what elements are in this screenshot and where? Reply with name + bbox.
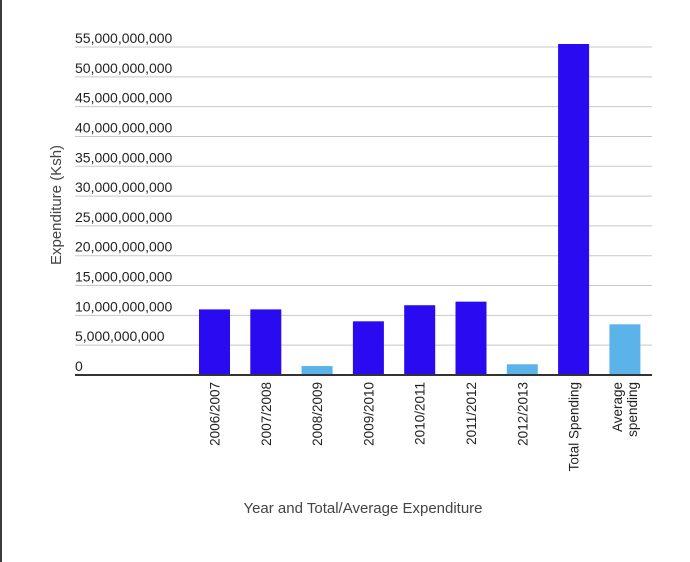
y-tick-label: 55,000,000,000 <box>75 30 173 46</box>
y-tick-labels: 0 5,000,000,000 10,000,000,000 15,000,000,0… <box>75 30 173 374</box>
y-axis-title: Expenditure (Ksh) <box>48 145 65 265</box>
y-tick-label: 20,000,000,000 <box>75 239 173 255</box>
y-tick-label: 0 <box>75 358 83 374</box>
x-tick-label: 2012/2013 <box>515 382 530 446</box>
x-tick-label: spending <box>625 382 640 437</box>
y-tick-label: 30,000,000,000 <box>75 179 173 195</box>
x-axis-title: Year and Total/Average Expenditure <box>243 500 482 517</box>
x-tick-label: 2010/2011 <box>413 382 428 445</box>
bar <box>506 364 538 375</box>
bar <box>199 309 230 375</box>
bars <box>199 44 641 375</box>
y-tick-label: 35,000,000,000 <box>75 149 173 165</box>
gridlines <box>75 46 652 346</box>
x-tick-labels: 2006/2007 2007/2008 2008/2009 2009/2010 2010… <box>208 382 640 471</box>
x-tick-label: 2006/2007 <box>208 382 223 446</box>
bar <box>609 324 641 375</box>
x-tick-label: 2008/2009 <box>310 382 325 446</box>
bar <box>352 321 384 375</box>
y-tick-label: 10,000,000,000 <box>75 298 173 314</box>
y-tick-label: 45,000,000,000 <box>75 90 173 106</box>
x-tick-label: 2011/2012 <box>464 382 479 445</box>
y-tick-label: 25,000,000,000 <box>75 209 173 225</box>
x-tick-label: Average <box>610 382 625 432</box>
bar <box>558 44 590 375</box>
y-tick-label: 50,000,000,000 <box>75 60 173 76</box>
bar <box>455 301 487 375</box>
y-tick-label: 15,000,000,000 <box>75 269 173 285</box>
window-edge <box>0 0 2 562</box>
bar <box>250 309 282 375</box>
x-tick-label: 2007/2008 <box>259 382 274 446</box>
y-tick-label: 5,000,000,000 <box>75 328 165 344</box>
x-tick-label: 2009/2010 <box>361 382 376 446</box>
bar <box>404 305 436 375</box>
bar <box>301 366 333 375</box>
x-tick-label: Total Spending <box>567 382 582 471</box>
y-tick-label: 40,000,000,000 <box>75 119 173 135</box>
